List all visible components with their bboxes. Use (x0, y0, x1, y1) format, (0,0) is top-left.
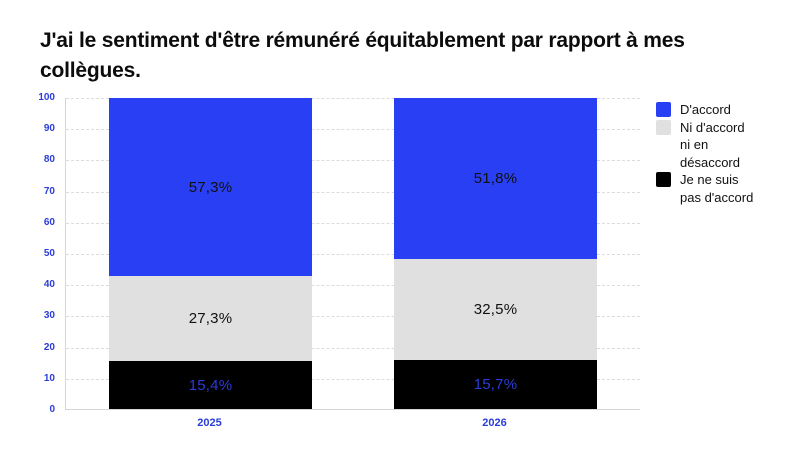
legend: D'accord Ni d'accord ni en désaccord Je ne s… (656, 101, 791, 206)
bar-segment: 32,5% (394, 259, 597, 361)
gridline (66, 254, 640, 255)
bar-segment: 15,4% (109, 361, 312, 409)
stacked-bar: 57,3% 27,3% 15,4% (109, 98, 312, 409)
y-tick-label: 10 (43, 372, 55, 384)
bar-segment: 15,7% (394, 360, 597, 409)
bar-segment: 51,8% (394, 98, 597, 260)
legend-label-line: désaccord (680, 154, 740, 170)
legend-label-line: Je ne suis (680, 172, 739, 187)
legend-label: D'accord (680, 101, 731, 119)
gridline (66, 160, 640, 162)
segment-value-label: 15,4% (188, 376, 233, 394)
gridline (66, 316, 640, 318)
gridline (66, 222, 640, 224)
legend-label-line: Ni d'accord (680, 119, 745, 135)
y-tick-label: 20 (43, 341, 55, 353)
segment-value-label: 15,7% (473, 376, 518, 394)
y-tick-label: 90 (43, 123, 55, 135)
bar-segment: 27,3% (109, 276, 312, 362)
y-tick-label: 80 (43, 154, 55, 166)
legend-label: Je ne suis pas d'accord (680, 171, 753, 206)
y-tick-label: 50 (43, 248, 55, 259)
chart-title: J'ai le sentiment d'être rémunéré équita… (40, 26, 740, 86)
legend-item: D'accord (656, 101, 791, 119)
legend-item: Je ne suis pas d'accord (656, 171, 791, 206)
segment-value-label: 32,5% (473, 301, 518, 319)
y-tick-label: 0 (49, 404, 55, 415)
stacked-bar: 51,8% 32,5% 15,7% (394, 98, 597, 409)
legend-item: Ni d'accord ni en désaccord (656, 119, 791, 172)
legend-label-line: ni en (680, 137, 709, 152)
y-tick-label: 30 (43, 310, 55, 322)
gridline (66, 378, 640, 380)
legend-label: Ni d'accord ni en désaccord (680, 119, 745, 172)
gridline (66, 285, 640, 287)
y-tick-label: 100 (38, 92, 55, 103)
segment-value-label: 51,8% (473, 170, 518, 188)
plot-area: 57,3% 27,3% 15,4% 51,8% 32,5% 15,7% (65, 98, 640, 410)
gridline (66, 191, 640, 193)
legend-swatch (656, 119, 671, 135)
legend-swatch (656, 172, 671, 187)
y-tick-label: 70 (43, 185, 55, 197)
gridline (66, 347, 640, 349)
bar-segment: 57,3% (109, 98, 312, 277)
legend-swatch (656, 102, 671, 117)
legend-label-line: pas d'accord (680, 189, 754, 205)
chart-title-line1: J'ai le sentiment d'être rémunéré équita… (40, 29, 685, 52)
y-tick-label: 40 (43, 279, 55, 291)
y-tick-label: 60 (43, 216, 55, 228)
segment-value-label: 27,3% (188, 310, 233, 328)
legend-label-line: D'accord (680, 102, 731, 117)
segment-value-label: 57,3% (188, 178, 233, 196)
x-tick-label: 2026 (482, 417, 507, 429)
chart-title-line2: collègues. (40, 59, 141, 82)
x-tick-label: 2025 (197, 417, 222, 429)
gridline (66, 98, 640, 99)
gridline (66, 129, 640, 131)
